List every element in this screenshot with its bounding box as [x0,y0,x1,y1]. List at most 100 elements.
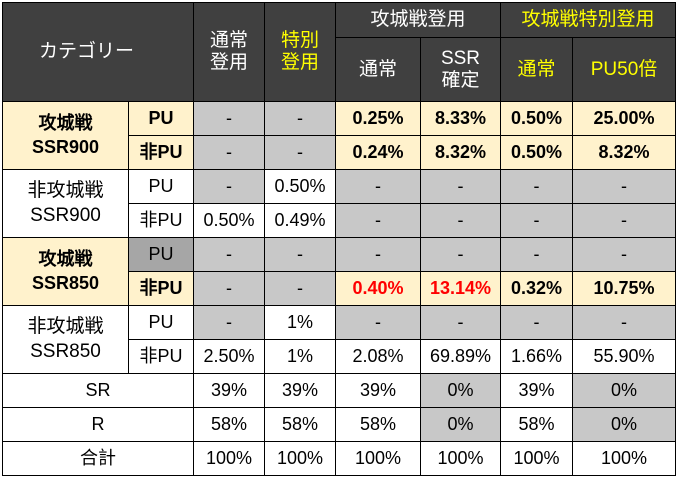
pu-label: PU [128,305,194,340]
value-cell: - [500,203,573,238]
value-cell: 0.32% [500,271,573,306]
value-cell: - [572,169,676,204]
value-cell: - [572,305,676,340]
value-cell: 1% [264,339,336,374]
value-cell: 2.50% [193,339,265,374]
table-row: 攻城戦 SSR900 PU - - 0.25% 8.33% 0.50% 25.0… [2,101,676,170]
non-pu-label: 非PU [128,339,194,374]
pu-label: PU [128,169,194,204]
value-cell: - [264,271,336,306]
value-cell: - [193,305,265,340]
value-cell: - [420,203,501,238]
table-row: 非PU - - 0.24% 8.32% 0.50% 8.32% [3,135,676,170]
group-label-non-siege-ssr850: 非攻城戦 SSR850 [2,305,129,374]
group-label-siege-ssr850: 攻城戦 SSR850 [2,237,129,306]
value-cell: - [193,101,265,136]
non-pu-label: 非PU [128,271,194,306]
value-cell: 100% [264,441,336,476]
total-label: 合計 [2,441,194,476]
value-cell: 39% [264,373,336,408]
value-cell: 0.25% [335,101,421,136]
table-row: 非PU - - 0.40% 13.14% 0.32% 10.75% [3,271,676,306]
value-cell: 39% [193,373,265,408]
value-cell: - [572,203,676,238]
value-cell: - [264,237,336,272]
value-cell: - [420,169,501,204]
value-cell: - [264,101,336,136]
value-cell: - [420,305,501,340]
value-cell: - [500,305,573,340]
value-cell: 0.50% [500,101,573,136]
sr-label: SR [2,373,194,408]
siege-special-use-header: 攻城戦特別登用 [500,2,676,38]
value-cell: 0.40% [335,271,421,306]
value-cell: 1% [264,305,336,340]
value-cell: 10.75% [572,271,676,306]
value-cell: 39% [500,373,573,408]
gacha-rate-table: カテゴリー 通常 登用 特別 登用 攻城戦登用 攻城戦特別登用 通常 SSR 確… [2,2,676,476]
value-cell: 0.50% [264,169,336,204]
value-cell: 58% [264,407,336,442]
table-row: 非攻城戦 SSR900 PU - 0.50% - - - - [2,169,676,238]
value-cell: 100% [572,441,676,476]
table-row: 非攻城戦 SSR850 PU - 1% - - - - [2,305,676,374]
pu-label: PU [128,237,194,272]
value-cell: - [335,203,421,238]
value-cell: 58% [500,407,573,442]
value-cell: 58% [335,407,421,442]
value-cell: 100% [193,441,265,476]
table-row: 非PU 2.50% 1% 2.08% 69.89% 1.66% 55.90% [3,339,676,374]
value-cell: - [193,237,265,272]
siege-special-normal-header: 通常 [500,37,573,102]
value-cell: - [335,305,421,340]
normal-use-header: 通常 登用 [193,2,265,102]
r-label: R [2,407,194,442]
header-row-1: カテゴリー 通常 登用 特別 登用 攻城戦登用 攻城戦特別登用 [2,2,676,102]
non-pu-label: 非PU [128,135,194,170]
siege-special-pu50-header: PU50倍 [572,37,676,102]
siege-normal-header: 通常 [335,37,421,102]
value-cell: 69.89% [420,339,501,374]
value-cell: 0% [420,373,501,408]
table-row: R 58% 58% 58% 0% 58% 0% [2,407,676,442]
table-row: 攻城戦 SSR850 PU - - - - - - [2,237,676,306]
table-row: SR 39% 39% 39% 0% 39% 0% [2,373,676,408]
value-cell: - [335,237,421,272]
value-cell: 58% [193,407,265,442]
value-cell: 0.50% [193,203,265,238]
value-cell: - [500,169,573,204]
siege-use-header: 攻城戦登用 [335,2,501,38]
value-cell: 55.90% [572,339,676,374]
value-cell: - [193,271,265,306]
value-cell: - [572,237,676,272]
value-cell: 13.14% [420,271,501,306]
value-cell: 8.32% [420,135,501,170]
value-cell: 8.32% [572,135,676,170]
value-cell: 100% [420,441,501,476]
value-cell: 0.24% [335,135,421,170]
value-cell: 39% [335,373,421,408]
category-header: カテゴリー [2,2,194,102]
table-row: 非PU 0.50% 0.49% - - - - [3,203,676,238]
value-cell: - [193,135,265,170]
group-label-siege-ssr900: 攻城戦 SSR900 [2,101,129,170]
value-cell: 100% [335,441,421,476]
value-cell: 0% [572,373,676,408]
value-cell: 100% [500,441,573,476]
siege-ssr-header: SSR 確定 [420,37,501,102]
pu-label: PU [128,101,194,136]
special-use-header: 特別 登用 [264,2,336,102]
group-label-non-siege-ssr900: 非攻城戦 SSR900 [2,169,129,238]
value-cell: - [335,169,421,204]
value-cell: 8.33% [420,101,501,136]
value-cell: 0% [420,407,501,442]
value-cell: 0.50% [500,135,573,170]
table-row: 合計 100% 100% 100% 100% 100% 100% [2,441,676,476]
value-cell: 25.00% [572,101,676,136]
value-cell: - [500,237,573,272]
value-cell: - [420,237,501,272]
value-cell: - [264,135,336,170]
value-cell: - [193,169,265,204]
header-row-2: 通常 SSR 確定 通常 PU50倍 [3,37,676,102]
non-pu-label: 非PU [128,203,194,238]
